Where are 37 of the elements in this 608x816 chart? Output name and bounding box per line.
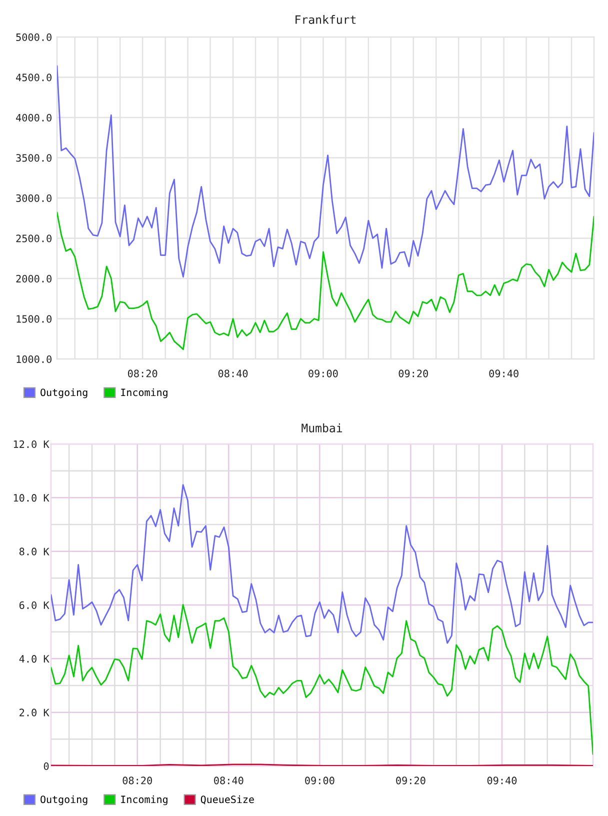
y-tick-label: 2500.0 (16, 234, 52, 242)
legend-label: QueueSize (200, 795, 254, 804)
line-series (57, 212, 594, 350)
y-tick-label: 2000.0 (16, 274, 52, 283)
chart-title: Frankfurt (296, 15, 356, 24)
y-tick-label: 1500.0 (16, 315, 52, 323)
y-tick-label: 4500.0 (16, 74, 52, 82)
x-tick-label: 09:40 (489, 370, 518, 378)
y-tick-label: 12.0 K (14, 440, 50, 448)
legend-label: Incoming (121, 388, 168, 398)
x-tick-label: 09:00 (308, 370, 338, 378)
x-tick-label: 09:40 (487, 776, 517, 784)
y-tick-label: 2.0 K (20, 708, 50, 716)
line-series (57, 65, 594, 278)
y-tick-label: 6.0 K (19, 601, 50, 610)
x-tick-label: 09:00 (305, 776, 334, 784)
y-tick-label: 0 (44, 762, 49, 770)
x-tick-label: 08:40 (218, 370, 248, 378)
y-tick-label: 1000.0 (16, 355, 52, 364)
chart-title: Mumbai (302, 423, 342, 432)
line-series (51, 484, 593, 644)
line-series (51, 604, 593, 755)
legend-label: Outgoing (40, 795, 88, 806)
y-tick-label: 4000.0 (16, 114, 52, 122)
y-tick-label: 8.0 K (19, 548, 50, 556)
y-tick-label: 10.0 K (14, 494, 50, 502)
x-tick-label: 09:20 (398, 370, 428, 378)
y-tick-label: 5000.0 (16, 33, 52, 42)
legend-label: Incoming (121, 795, 168, 806)
x-tick-label: 08:20 (128, 370, 158, 378)
y-tick-label: 3000.0 (16, 194, 52, 202)
legend-label: Outgoing (40, 388, 88, 398)
x-tick-label: 08:40 (214, 776, 244, 784)
x-tick-label: 08:20 (122, 776, 152, 784)
y-tick-label: 4.0 K (19, 655, 50, 663)
y-tick-label: 3500.0 (16, 154, 52, 162)
x-tick-label: 09:20 (396, 776, 426, 784)
